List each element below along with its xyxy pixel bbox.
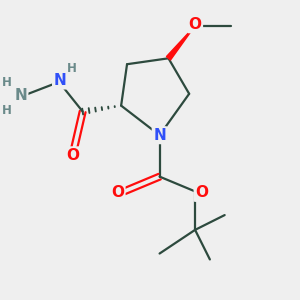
Text: O: O	[111, 185, 124, 200]
Text: O: O	[189, 17, 202, 32]
Text: N: N	[153, 128, 166, 143]
Text: N: N	[14, 88, 27, 103]
Text: H: H	[67, 62, 76, 75]
Text: O: O	[195, 185, 208, 200]
Text: H: H	[2, 104, 11, 118]
Text: O: O	[66, 148, 79, 163]
Text: N: N	[53, 73, 66, 88]
Polygon shape	[167, 26, 195, 60]
Text: H: H	[2, 76, 11, 89]
